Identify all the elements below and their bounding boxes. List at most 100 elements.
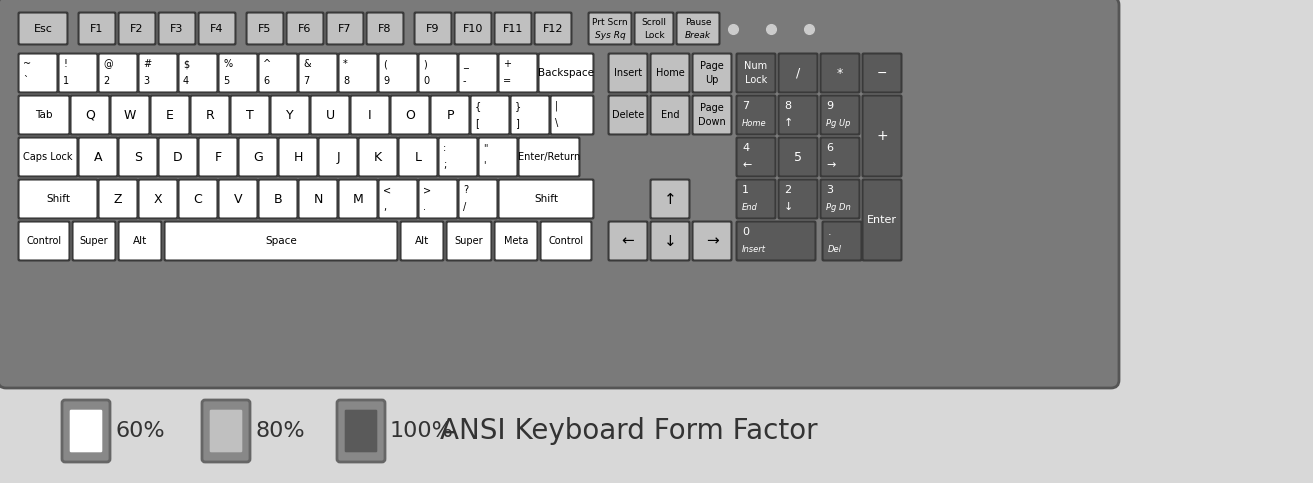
FancyBboxPatch shape	[540, 221, 592, 261]
FancyBboxPatch shape	[735, 53, 776, 94]
FancyBboxPatch shape	[735, 137, 776, 177]
FancyBboxPatch shape	[590, 13, 632, 44]
Text: F6: F6	[298, 24, 311, 33]
FancyBboxPatch shape	[498, 179, 595, 219]
FancyBboxPatch shape	[675, 12, 721, 45]
FancyBboxPatch shape	[693, 222, 731, 260]
Text: ,: ,	[383, 202, 386, 212]
FancyBboxPatch shape	[378, 53, 419, 94]
FancyBboxPatch shape	[189, 95, 231, 136]
FancyBboxPatch shape	[119, 222, 161, 260]
FancyBboxPatch shape	[609, 54, 647, 92]
FancyBboxPatch shape	[378, 179, 419, 219]
FancyBboxPatch shape	[138, 53, 179, 94]
FancyBboxPatch shape	[457, 179, 499, 219]
FancyBboxPatch shape	[299, 180, 337, 218]
FancyBboxPatch shape	[777, 95, 818, 136]
Text: Esc: Esc	[34, 24, 53, 33]
FancyBboxPatch shape	[339, 180, 377, 218]
Text: ~: ~	[24, 59, 32, 69]
FancyBboxPatch shape	[288, 13, 323, 44]
FancyBboxPatch shape	[139, 54, 177, 92]
Text: N: N	[314, 193, 323, 205]
Text: Alt: Alt	[133, 236, 147, 246]
FancyBboxPatch shape	[651, 54, 689, 92]
FancyBboxPatch shape	[414, 12, 453, 45]
FancyBboxPatch shape	[0, 0, 1119, 388]
Text: Pg Dn: Pg Dn	[826, 202, 851, 212]
FancyBboxPatch shape	[390, 95, 431, 136]
FancyBboxPatch shape	[415, 13, 450, 44]
Text: *: *	[836, 67, 843, 80]
Text: &: &	[303, 59, 311, 69]
Text: Pg Up: Pg Up	[826, 118, 851, 128]
Text: Insert: Insert	[614, 68, 642, 78]
FancyBboxPatch shape	[379, 54, 418, 92]
FancyBboxPatch shape	[533, 12, 572, 45]
FancyBboxPatch shape	[429, 95, 470, 136]
Text: Meta: Meta	[504, 236, 528, 246]
FancyBboxPatch shape	[863, 54, 901, 92]
FancyBboxPatch shape	[399, 138, 437, 176]
FancyBboxPatch shape	[650, 221, 691, 261]
FancyBboxPatch shape	[460, 180, 498, 218]
FancyBboxPatch shape	[339, 54, 377, 92]
FancyBboxPatch shape	[337, 179, 378, 219]
FancyBboxPatch shape	[399, 221, 445, 261]
Text: 2: 2	[102, 76, 109, 86]
FancyBboxPatch shape	[357, 137, 399, 177]
FancyBboxPatch shape	[608, 95, 649, 136]
Text: !: !	[63, 59, 67, 69]
FancyBboxPatch shape	[71, 96, 109, 134]
Text: 9: 9	[826, 101, 834, 111]
FancyBboxPatch shape	[202, 400, 249, 462]
FancyBboxPatch shape	[446, 222, 491, 260]
FancyBboxPatch shape	[219, 180, 257, 218]
FancyBboxPatch shape	[540, 54, 593, 92]
Text: Lock: Lock	[643, 30, 664, 40]
FancyBboxPatch shape	[499, 54, 537, 92]
Text: F7: F7	[339, 24, 352, 33]
FancyBboxPatch shape	[77, 137, 118, 177]
FancyBboxPatch shape	[209, 409, 243, 453]
FancyBboxPatch shape	[460, 54, 498, 92]
FancyBboxPatch shape	[651, 222, 689, 260]
Text: Q: Q	[85, 109, 95, 122]
Text: Shift: Shift	[46, 194, 70, 204]
Text: .: .	[423, 202, 425, 212]
Text: 7: 7	[742, 101, 750, 111]
FancyBboxPatch shape	[58, 53, 98, 94]
Text: H: H	[293, 151, 303, 164]
FancyBboxPatch shape	[651, 96, 689, 134]
FancyBboxPatch shape	[511, 96, 549, 134]
Text: O: O	[406, 109, 415, 122]
Text: Scroll: Scroll	[642, 18, 667, 27]
FancyBboxPatch shape	[633, 12, 675, 45]
Text: 2: 2	[784, 185, 792, 195]
FancyBboxPatch shape	[79, 138, 117, 176]
Text: ←: ←	[742, 160, 751, 170]
Text: Home: Home	[655, 68, 684, 78]
FancyBboxPatch shape	[310, 95, 351, 136]
Text: F4: F4	[210, 24, 223, 33]
FancyBboxPatch shape	[470, 95, 511, 136]
Text: Page: Page	[700, 61, 723, 71]
FancyBboxPatch shape	[326, 12, 365, 45]
FancyBboxPatch shape	[17, 179, 98, 219]
Text: (: (	[383, 59, 387, 69]
Text: →: →	[826, 160, 835, 170]
FancyBboxPatch shape	[534, 13, 571, 44]
FancyBboxPatch shape	[344, 409, 378, 453]
FancyBboxPatch shape	[822, 221, 863, 261]
FancyBboxPatch shape	[62, 400, 110, 462]
FancyBboxPatch shape	[398, 137, 439, 177]
FancyBboxPatch shape	[98, 180, 137, 218]
FancyBboxPatch shape	[70, 95, 110, 136]
FancyBboxPatch shape	[861, 179, 902, 261]
Text: S: S	[134, 151, 142, 164]
Text: Caps Lock: Caps Lock	[24, 152, 72, 162]
Text: K: K	[374, 151, 382, 164]
FancyBboxPatch shape	[609, 222, 647, 260]
FancyBboxPatch shape	[737, 54, 775, 92]
FancyBboxPatch shape	[437, 137, 478, 177]
